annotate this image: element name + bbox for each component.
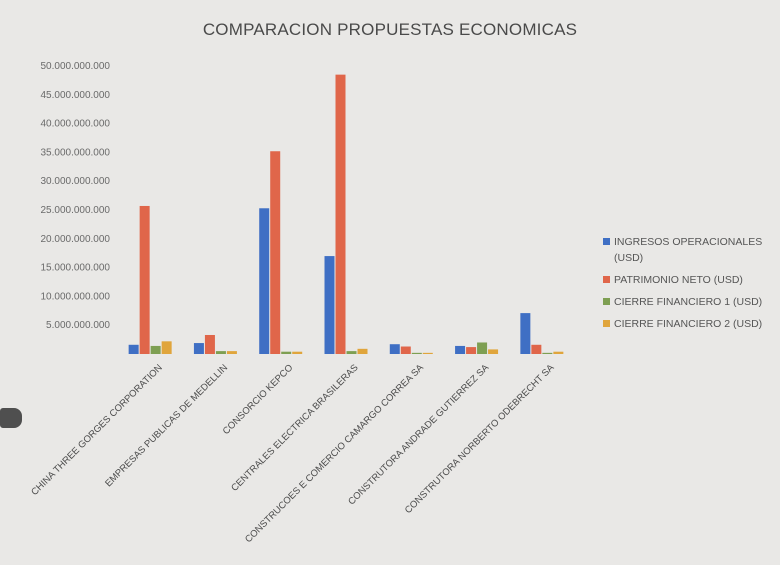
- bar-4-0: [389, 344, 400, 354]
- y-tick-label: 15.000.000.000: [40, 263, 110, 274]
- bar-5-2: [477, 342, 488, 354]
- y-tick-label: 5.000.000.000: [46, 320, 110, 331]
- legend-label: CIERRE FINANCIERO 2 (USD): [614, 318, 763, 330]
- bar-1-0: [193, 343, 204, 354]
- bar-5-1: [466, 347, 477, 354]
- legend-label: INGRESOS OPERACIONALES (USD): [614, 236, 763, 264]
- bar-4-3: [422, 352, 433, 354]
- binder-clip: [0, 408, 22, 428]
- bar-0-3: [161, 341, 172, 354]
- bar-2-0: [259, 208, 270, 354]
- bar-2-3: [292, 351, 303, 354]
- y-tick-label: 10.000.000.000: [40, 291, 110, 302]
- bar-6-3: [553, 351, 564, 354]
- y-tick-label: 40.000.000.000: [40, 119, 110, 130]
- legend-item: INGRESOS OPERACIONALES (USD): [603, 234, 778, 266]
- bar-4-1: [400, 346, 411, 354]
- category-label: CENTRALES ELECTRICA BRASILERAS: [229, 362, 360, 493]
- legend-swatch: [603, 276, 610, 283]
- legend: INGRESOS OPERACIONALES (USD) PATRIMONIO N…: [603, 234, 778, 338]
- bar-3-3: [357, 348, 368, 354]
- bar-4-2: [411, 352, 422, 354]
- legend-swatch: [603, 320, 610, 327]
- legend-swatch: [603, 238, 610, 245]
- y-tick-label: 50.000.000.000: [40, 61, 110, 72]
- category-label: CHINA THREE GORGES CORPORATION: [29, 362, 165, 498]
- legend-item: PATRIMONIO NETO (USD): [603, 272, 778, 288]
- y-tick-label: 35.000.000.000: [40, 147, 110, 158]
- bar-0-2: [150, 345, 161, 354]
- bar-3-2: [346, 351, 357, 354]
- chart-title: COMPARACION PROPUESTAS ECONOMICAS: [202, 20, 578, 39]
- bar-5-3: [488, 349, 499, 354]
- bar-2-1: [270, 151, 281, 354]
- category-label: CONSTRUTORA ANDRADE GUTIERREZ SA: [346, 362, 491, 507]
- bar-1-1: [204, 334, 215, 354]
- bar-3-1: [335, 74, 346, 354]
- bar-2-2: [281, 351, 292, 354]
- legend-item: CIERRE FINANCIERO 1 (USD): [603, 294, 778, 310]
- bar-6-1: [531, 344, 542, 354]
- legend-item: CIERRE FINANCIERO 2 (USD): [603, 316, 778, 332]
- bar-6-2: [542, 352, 553, 354]
- bar-6-0: [520, 313, 531, 354]
- y-tick-label: 25.000.000.000: [40, 205, 110, 216]
- y-tick-label: 45.000.000.000: [40, 90, 110, 101]
- bar-0-1: [139, 205, 150, 354]
- bar-1-2: [215, 351, 226, 354]
- category-label: CONSORCIO KEPCO: [221, 362, 296, 437]
- bar-1-3: [226, 351, 237, 354]
- y-tick-label: 30.000.000.000: [40, 176, 110, 187]
- category-label: EMPRESAS PUBLICAS DE MEDELLIN: [103, 362, 230, 489]
- y-tick-label: 20.000.000.000: [40, 234, 110, 245]
- legend-label: CIERRE FINANCIERO 1 (USD): [614, 296, 763, 308]
- bar-0-0: [128, 344, 139, 354]
- bar-5-0: [455, 345, 466, 354]
- legend-label: PATRIMONIO NETO (USD): [614, 274, 743, 286]
- bar-3-0: [324, 256, 335, 354]
- category-label: CONSTRUTORA NORBERTO ODEBRECHT SA: [403, 362, 557, 516]
- legend-swatch: [603, 298, 610, 305]
